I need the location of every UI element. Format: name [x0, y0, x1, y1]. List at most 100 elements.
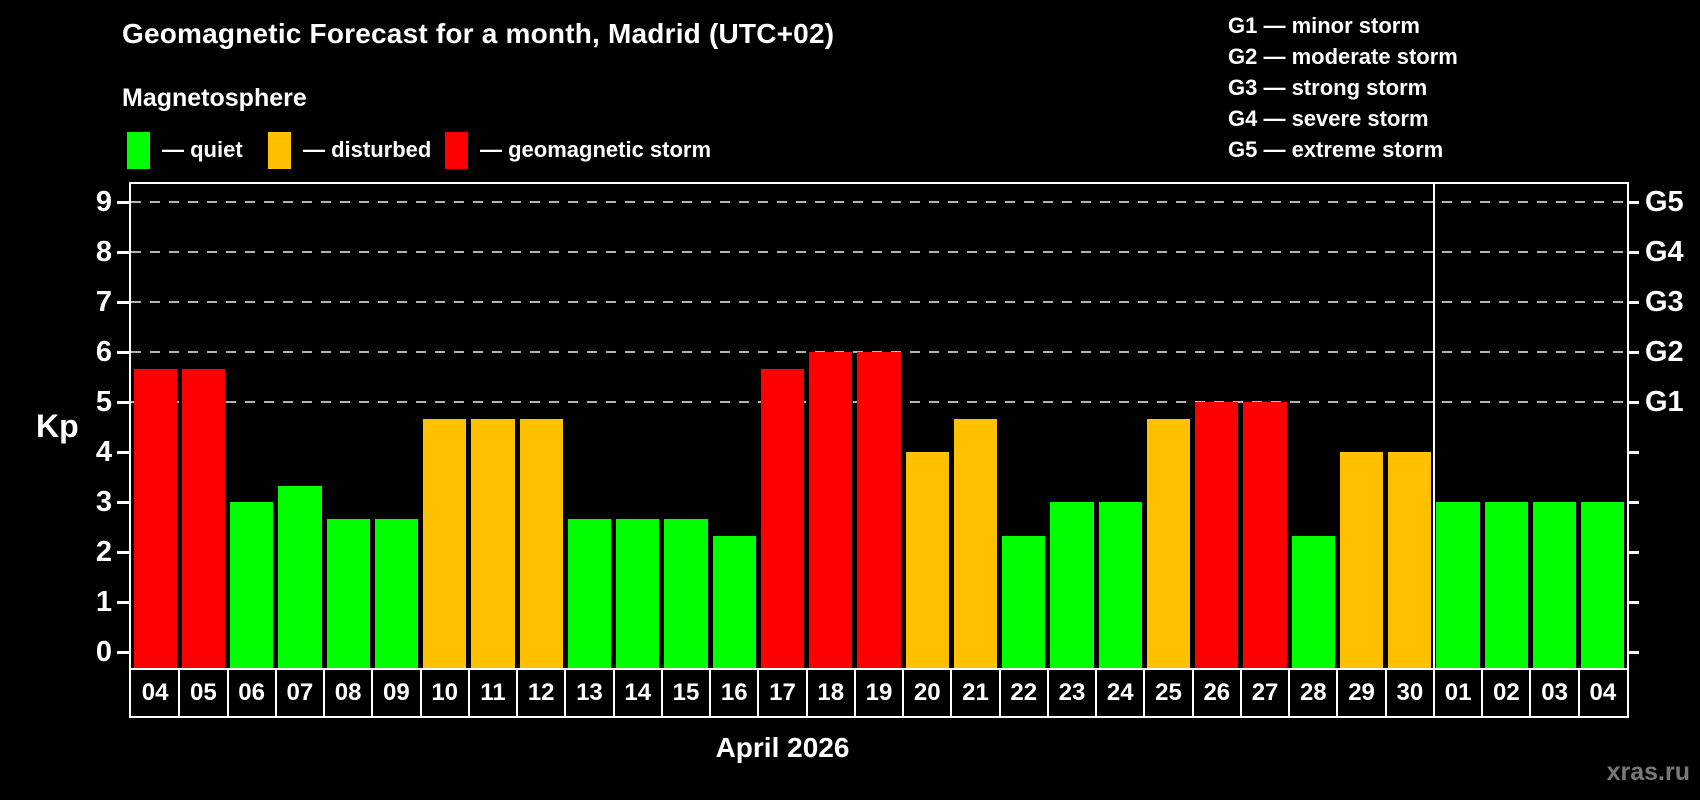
date-label-22: 22: [1010, 679, 1038, 706]
date-axis: 04 05 06 07 08 09 10 11 12 13 14 15 16 17 18 19 20 21 22 23…: [129, 668, 1629, 718]
bar-11: [471, 418, 515, 668]
date-label-06: 06: [238, 679, 265, 706]
g-tick-label-G5: G5: [1645, 186, 1684, 218]
y-tick-label-9: 9: [95, 186, 112, 218]
date-divider-20: [1095, 670, 1098, 716]
y-axis-label: Kp: [36, 408, 79, 444]
g-tick-label-G4: G4: [1645, 236, 1684, 268]
legend-item-quiet: — quiet: [127, 130, 243, 170]
legend-label-quiet: — quiet: [162, 137, 243, 162]
bar-26: [1195, 402, 1239, 668]
date-label-12: 12: [527, 679, 555, 706]
date-label-17: 17: [769, 679, 796, 706]
date-divider-26: [1384, 670, 1387, 716]
date-divider-11: [660, 670, 663, 716]
date-label-14: 14: [624, 679, 652, 706]
date-label-25: 25: [1155, 679, 1182, 706]
bar-13: [567, 518, 612, 668]
bar-29: [1339, 452, 1384, 668]
bar-04: [133, 368, 177, 668]
legend-label-disturbed: — disturbed: [303, 137, 432, 162]
month-label: April 2026: [715, 732, 850, 763]
bar-28: [1291, 535, 1335, 668]
date-label-21: 21: [962, 679, 989, 706]
date-label-07: 07: [286, 679, 314, 706]
magnetosphere-subtitle: Magnetosphere: [122, 84, 307, 112]
date-divider-19: [1046, 670, 1049, 716]
date-label-23: 23: [1058, 679, 1086, 706]
left-tick-8: [117, 251, 129, 254]
g-tick-label-G1: G1: [1645, 386, 1684, 418]
left-tick-3: [117, 501, 129, 504]
date-label-13: 13: [576, 679, 603, 706]
date-divider-7: [467, 670, 470, 716]
g4-legend-line: G4 — severe storm: [1228, 106, 1429, 131]
date-divider-25: [1336, 670, 1339, 716]
bar-02: [1484, 502, 1528, 668]
date-divider-10: [612, 670, 615, 716]
left-tick-6: [117, 351, 129, 354]
bar-07: [278, 485, 322, 668]
y-tick-label-3: 3: [95, 486, 112, 518]
y-tick-label-2: 2: [95, 536, 112, 568]
date-divider-9: [564, 670, 567, 716]
bar-06: [230, 502, 274, 668]
bar-30: [1388, 452, 1432, 668]
date-divider-17: [950, 670, 953, 716]
bar-24: [1098, 502, 1142, 668]
gridline-9: [131, 201, 1627, 203]
date-divider-4: [323, 670, 326, 716]
date-divider-18: [998, 670, 1001, 716]
date-divider-21: [1143, 670, 1146, 716]
legend-item-storm: — geomagnetic storm: [445, 130, 711, 170]
disturbed-swatch-icon: [268, 131, 291, 169]
left-tick-2: [117, 551, 129, 554]
bar-14: [616, 518, 660, 668]
date-label-26: 26: [1203, 679, 1231, 706]
date-divider-27: [1432, 670, 1435, 716]
storm-swatch-icon: [445, 131, 468, 169]
g5-legend-line: G5 — extreme storm: [1228, 137, 1444, 162]
g1-legend-line: G1 — minor storm: [1228, 13, 1420, 38]
date-divider-14: [805, 670, 808, 716]
date-divider-5: [371, 670, 374, 716]
date-divider-16: [902, 670, 905, 716]
left-tick-5: [117, 401, 129, 404]
date-label-24: 24: [1106, 679, 1134, 706]
g3-legend-line: G3 — strong storm: [1228, 75, 1428, 100]
date-label-15: 15: [672, 679, 700, 706]
g2-legend-line: G2 — moderate storm: [1228, 44, 1458, 69]
date-label-04: 04: [141, 679, 169, 706]
gridline-7: [131, 301, 1627, 303]
date-label-05: 05: [190, 679, 217, 706]
date-label-18: 18: [817, 679, 845, 706]
bar-03: [1532, 502, 1577, 668]
date-divider-6: [419, 670, 422, 716]
date-divider-15: [853, 670, 856, 716]
date-divider-2: [226, 670, 229, 716]
y-tick-label-1: 1: [95, 586, 112, 618]
date-label-04: 04: [1589, 679, 1617, 706]
date-divider-8: [516, 670, 519, 716]
date-label-27: 27: [1251, 679, 1279, 706]
date-divider-28: [1481, 670, 1484, 716]
month-separator: [1432, 184, 1435, 668]
date-label-01: 01: [1444, 679, 1472, 706]
date-label-10: 10: [431, 679, 459, 706]
y-tick-label-6: 6: [95, 336, 112, 368]
legend-item-disturbed: — disturbed: [268, 130, 431, 170]
date-divider-1: [178, 670, 181, 716]
legend-label-storm: — geomagnetic storm: [480, 137, 712, 162]
left-tick-1: [117, 601, 129, 604]
left-tick-7: [117, 301, 129, 304]
bar-20: [905, 452, 949, 668]
g-tick-label-G2: G2: [1645, 336, 1684, 368]
g-tick-label-G3: G3: [1645, 286, 1684, 318]
bar-12: [519, 418, 563, 668]
quiet-swatch-icon: [127, 131, 150, 169]
bar-09: [374, 518, 419, 668]
bar-22: [1002, 535, 1046, 668]
date-divider-13: [757, 670, 760, 716]
plot-area: [129, 182, 1629, 668]
